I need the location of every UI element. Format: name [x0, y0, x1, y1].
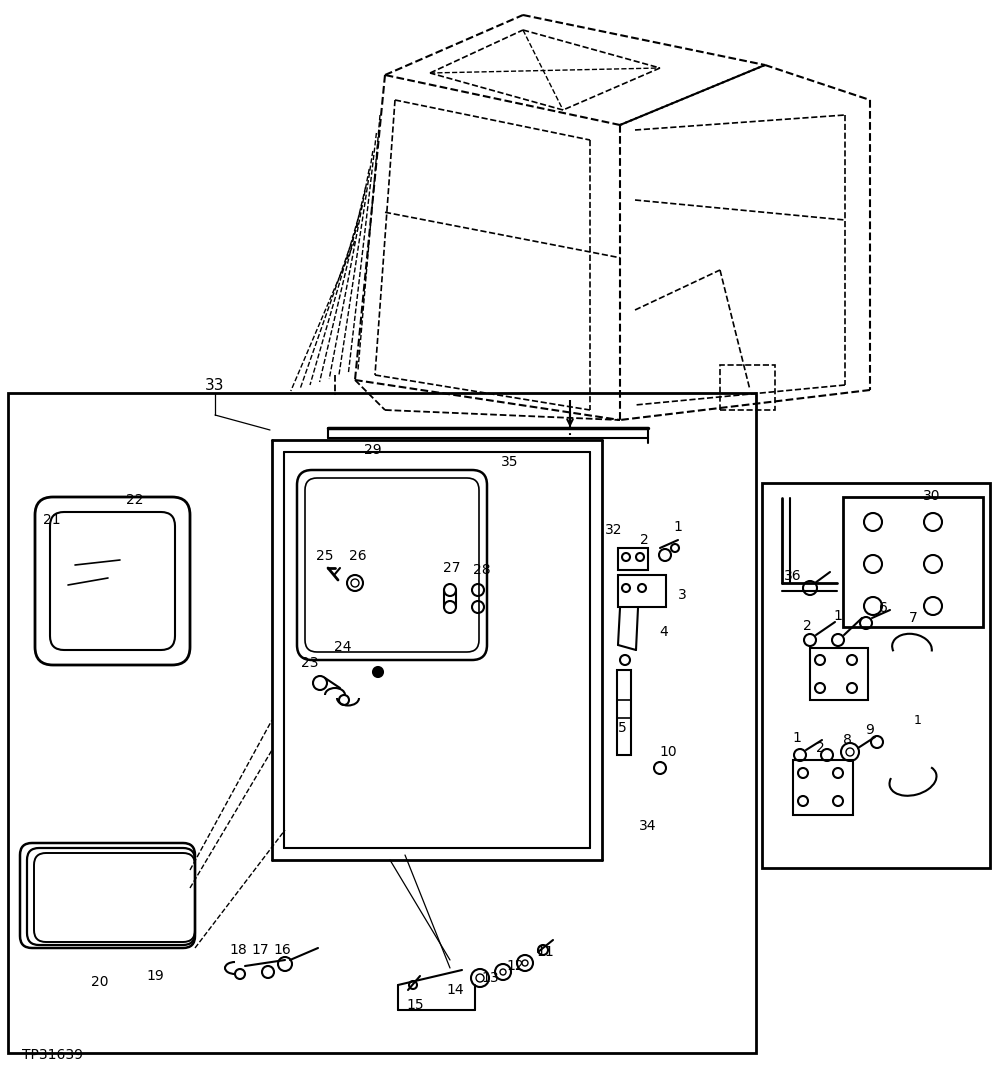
Text: 5: 5 [617, 721, 626, 735]
Text: 1: 1 [833, 609, 842, 623]
Text: 11: 11 [536, 945, 554, 959]
Text: 36: 36 [785, 569, 802, 583]
Text: 9: 9 [865, 723, 874, 737]
Bar [793, 760, 853, 815]
Bar [762, 483, 990, 867]
Text: 13: 13 [482, 971, 498, 985]
Text: 15: 15 [406, 998, 424, 1012]
Text: 2: 2 [803, 619, 812, 633]
Text: 20: 20 [92, 975, 109, 989]
Text: 1: 1 [914, 714, 922, 727]
Text: 1: 1 [793, 731, 802, 745]
Text: 34: 34 [639, 819, 657, 833]
Text: 21: 21 [43, 513, 61, 527]
Text: 17: 17 [251, 943, 269, 957]
Text: 6: 6 [878, 601, 887, 615]
Bar [618, 575, 666, 607]
Bar [8, 393, 756, 1053]
Bar [720, 365, 775, 410]
Text: 26: 26 [349, 550, 367, 563]
Text: 10: 10 [659, 745, 677, 759]
Text: 18: 18 [229, 943, 247, 957]
Text: 4: 4 [660, 625, 668, 639]
Text: 32: 32 [605, 523, 623, 537]
Circle shape [373, 667, 383, 676]
Bar [617, 670, 631, 755]
Text: 33: 33 [205, 379, 224, 394]
Text: 16: 16 [273, 943, 291, 957]
Text: 2: 2 [640, 534, 648, 547]
Text: 27: 27 [444, 561, 461, 575]
Text: 28: 28 [474, 563, 491, 577]
Text: 29: 29 [364, 443, 382, 457]
Text: 23: 23 [301, 656, 319, 670]
Text: 8: 8 [842, 733, 851, 747]
Text: 7: 7 [908, 611, 917, 625]
Text: 2: 2 [816, 740, 825, 755]
Text: 1: 1 [674, 520, 682, 534]
Text: 12: 12 [506, 959, 523, 973]
Bar [618, 548, 648, 570]
Text: 35: 35 [501, 455, 518, 469]
Text: 19: 19 [147, 969, 164, 983]
Text: 30: 30 [923, 489, 941, 503]
Text: TP31639: TP31639 [22, 1048, 83, 1062]
Text: 3: 3 [678, 588, 686, 602]
Bar [810, 648, 868, 700]
Text: 25: 25 [316, 550, 334, 563]
Text: 24: 24 [334, 640, 352, 654]
Bar [617, 700, 631, 718]
Text: 14: 14 [447, 983, 464, 997]
Text: 22: 22 [127, 493, 144, 507]
Bar [843, 497, 983, 627]
